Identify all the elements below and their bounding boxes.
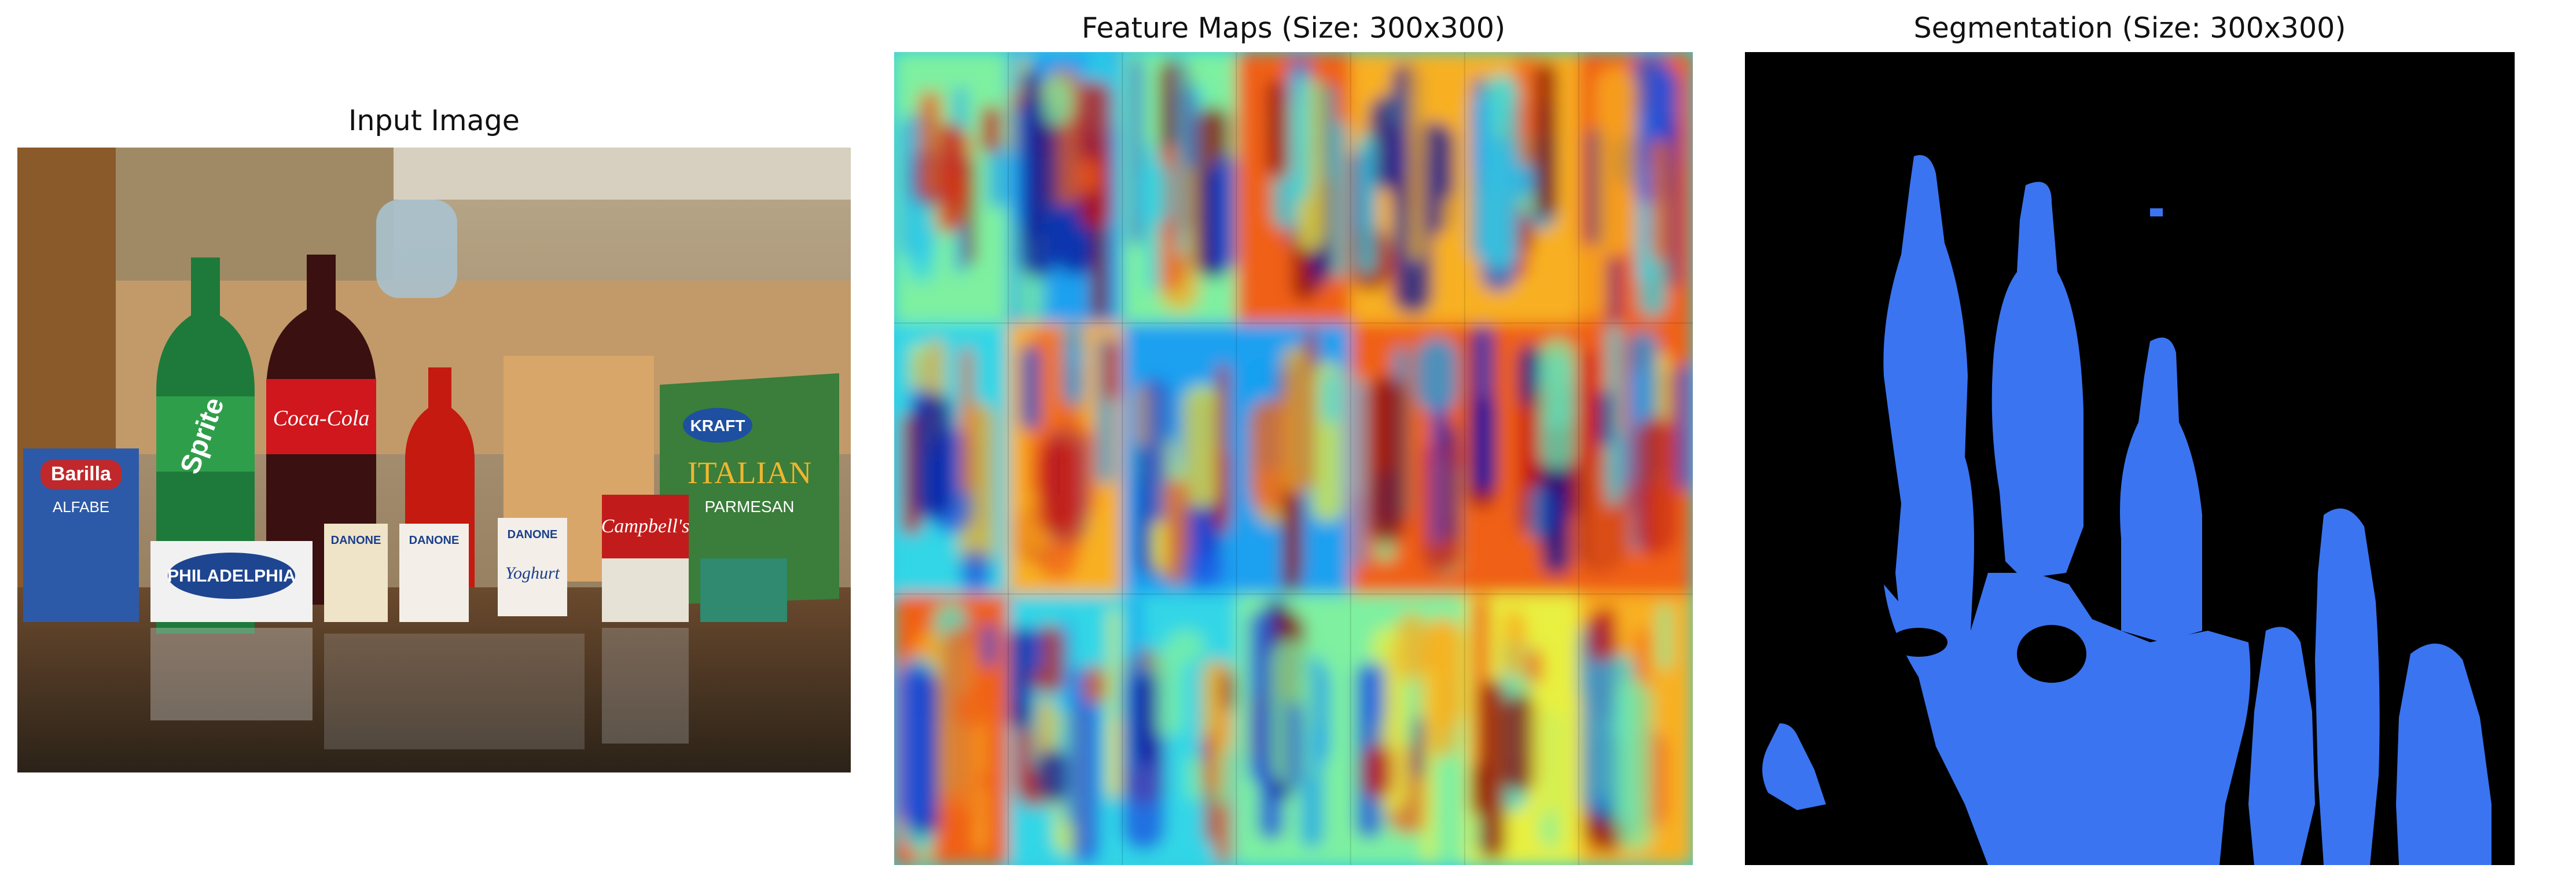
feature-maps-image [894, 52, 1693, 865]
alfabeto-label: ALFABE [53, 498, 109, 516]
segmentation-mask [1745, 52, 2515, 865]
campbells-label: Campbell's [601, 516, 690, 537]
philadelphia-label: PHILADELPHIA [167, 566, 296, 586]
danone-label-1: DANONE [331, 534, 381, 547]
feature-maps-title: Feature Maps (Size: 300x300) [1081, 12, 1506, 45]
segment-bag-right [2315, 508, 2380, 865]
yoghurt-label: Yoghurt [505, 564, 560, 583]
input-image-title: Input Image [348, 104, 520, 137]
danone-label-3: DANONE [508, 528, 558, 541]
parmesan-label: PARMESAN [704, 498, 794, 516]
segment-bottle-left [1883, 155, 1974, 642]
barilla-label: Barilla [51, 463, 112, 485]
segmentation-shapes [1745, 52, 2515, 865]
italian-label: ITALIAN [688, 455, 812, 490]
input-photo-illustration: Barilla ALFABE Sprite Coca-Cola PHILADEL… [17, 148, 851, 772]
input-image: Barilla ALFABE Sprite Coca-Cola PHILADEL… [17, 148, 851, 772]
segment-ketchup [2120, 337, 2202, 642]
feature-maps-mosaic [894, 52, 1693, 865]
segmentation-title: Segmentation (Size: 300x300) [1913, 12, 2346, 45]
segment-can-right [2396, 643, 2492, 865]
segment-body-lower [1884, 573, 2251, 865]
segment-left-bit [1762, 723, 1826, 810]
coke-label: Coca-Cola [273, 406, 370, 431]
segment-small-dot [2150, 208, 2163, 216]
segment-bottle-center [1991, 182, 2083, 579]
danone-label-2: DANONE [409, 534, 460, 547]
segment-cup-right-1 [2248, 627, 2315, 865]
kraft-label: KRAFT [690, 417, 745, 435]
